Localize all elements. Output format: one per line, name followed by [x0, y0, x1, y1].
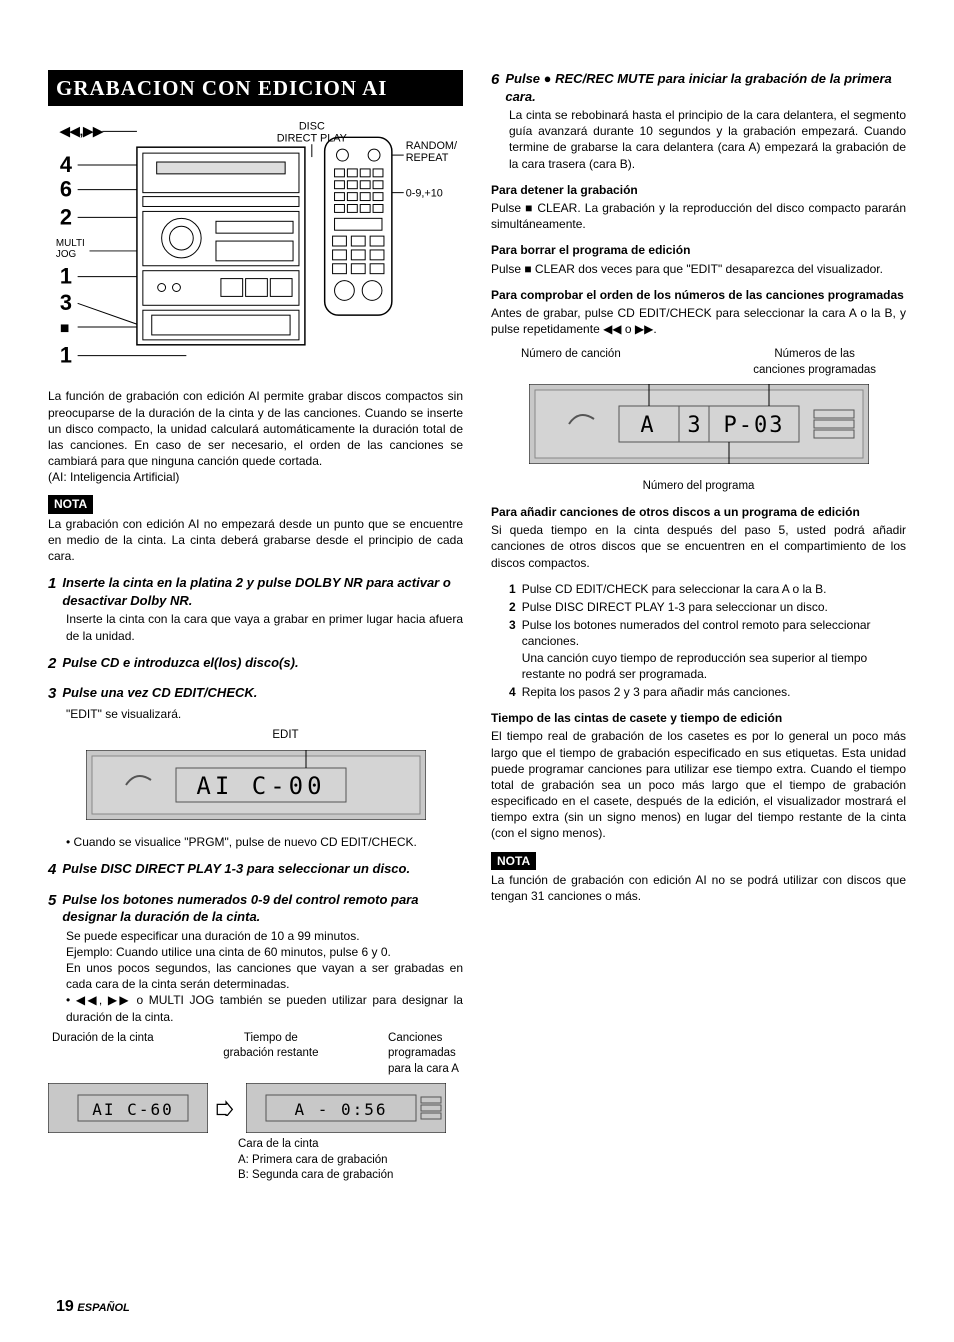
step-5-body1: Se puede especificar una duración de 10 …	[66, 928, 463, 993]
step-title: Pulse CD e introduzca el(los) disco(s).	[62, 654, 298, 672]
svg-text:◀◀,▶▶: ◀◀,▶▶	[59, 124, 104, 139]
step-num: 1	[48, 574, 56, 594]
svg-text:AI C-60: AI C-60	[92, 1100, 173, 1119]
step-3-note: • Cuando se visualice "PRGM", pulse de n…	[66, 834, 463, 850]
svg-text:RANDOM/: RANDOM/	[406, 141, 458, 153]
lbl-cara: Cara de la cinta	[238, 1137, 463, 1153]
li-3: 3Pulse los botones numerados del control…	[509, 617, 906, 682]
page-lang: ESPAÑOL	[77, 1302, 129, 1314]
nota-2-text: La función de grabación con edición AI n…	[491, 872, 906, 904]
svg-text:MULTI: MULTI	[56, 238, 85, 249]
li-4: 4Repita los pasos 2 y 3 para añadir más …	[509, 684, 906, 700]
lbl-cara-b: B: Segunda cara de grabación	[238, 1168, 463, 1184]
svg-text:P-03: P-03	[723, 413, 784, 438]
h-comprobar: Para comprobar el orden de los números d…	[491, 287, 906, 303]
lbl-canciones: Canciones programadas para la cara A	[388, 1031, 459, 1078]
svg-text:3: 3	[687, 413, 700, 438]
svg-text:DISC: DISC	[299, 121, 325, 133]
h-borrar: Para borrar el programa de edición	[491, 242, 906, 258]
page-footer: 19 ESPAÑOL	[56, 1296, 130, 1318]
svg-text:2: 2	[60, 205, 72, 230]
svg-text:DIRECT PLAY: DIRECT PLAY	[277, 133, 347, 145]
p-comprobar: Antes de grabar, pulse CD EDIT/CHECK par…	[491, 305, 906, 337]
step-body: Inserte la cinta con la cara que vaya a …	[66, 611, 463, 643]
p-borrar: Pulse ■ CLEAR dos veces para que "EDIT" …	[491, 261, 906, 277]
nota-1: NOTA La grabación con edición AI no empe…	[48, 495, 463, 564]
nota-1-text: La grabación con edición AI no empezará …	[48, 516, 463, 565]
nota-label: NOTA	[48, 495, 93, 513]
display-program: A 3 P-03	[529, 384, 869, 468]
svg-text:AI C-00: AI C-00	[196, 772, 325, 800]
li-1: 1Pulse CD EDIT/CHECK para seleccionar la…	[509, 581, 906, 597]
step-num: 5	[48, 891, 56, 911]
step-body: "EDIT" se visualizará.	[66, 706, 463, 722]
step-4: 4 Pulse DISC DIRECT PLAY 1-3 para selecci…	[48, 860, 463, 880]
svg-text:A - 0:56: A - 0:56	[294, 1100, 387, 1119]
p-tiempo: El tiempo real de grabación de los caset…	[491, 728, 906, 841]
h-detener: Para detener la grabación	[491, 182, 906, 198]
step-title: Inserte la cinta en la platina 2 y pulse…	[62, 574, 463, 609]
display-pair: AI C-60 A - 0:56	[48, 1083, 463, 1133]
edit-label: EDIT	[108, 728, 463, 744]
lbl-duracion: Duración de la cinta	[52, 1031, 154, 1078]
display-edit: AI C-00	[86, 750, 426, 824]
step-1: 1 Inserte la cinta en la platina 2 y puls…	[48, 574, 463, 643]
svg-text:REPEAT: REPEAT	[406, 152, 449, 164]
step-num: 6	[491, 70, 499, 90]
lbl-num-cancion: Número de canción	[521, 347, 621, 378]
p-anadir: Si queda tiempo en la cinta después del …	[491, 522, 906, 571]
lbl-cara-a: A: Primera cara de grabación	[238, 1153, 463, 1169]
step-5-body2: • ◀◀, ▶▶ o MULTI JOG también se pueden u…	[66, 992, 463, 1024]
svg-text:1: 1	[60, 264, 72, 289]
svg-text:1: 1	[60, 343, 72, 368]
step-num: 3	[48, 684, 56, 704]
lbl-tiempo: Tiempo de grabación restante	[223, 1031, 318, 1078]
svg-text:3: 3	[60, 291, 72, 316]
step-title: Pulse ● REC/REC MUTE para iniciar la gra…	[505, 70, 906, 105]
nota-2: NOTA La función de grabación con edición…	[491, 852, 906, 905]
svg-text:JOG: JOG	[56, 249, 76, 260]
p-detener: Pulse ■ CLEAR. La grabación y la reprodu…	[491, 200, 906, 232]
li-2: 2Pulse DISC DIRECT PLAY 1-3 para selecci…	[509, 599, 906, 615]
device-diagram: ◀◀,▶▶ 4 6 2 MULTI JOG 1 3 ■ 1	[48, 116, 463, 376]
step-title: Pulse DISC DIRECT PLAY 1-3 para seleccio…	[62, 860, 410, 878]
svg-text:0-9,+10: 0-9,+10	[406, 188, 443, 200]
intro-para: La función de grabación con edición AI p…	[48, 388, 463, 485]
step-num: 4	[48, 860, 56, 880]
h-anadir: Para añadir canciones de otros discos a …	[491, 504, 906, 520]
step-6: 6 Pulse ● REC/REC MUTE para iniciar la gr…	[491, 70, 906, 172]
svg-text:A: A	[640, 413, 653, 438]
step-num: 2	[48, 654, 56, 674]
page-number: 19	[56, 1298, 74, 1315]
h-tiempo: Tiempo de las cintas de casete y tiempo …	[491, 710, 906, 726]
lbl-num-programa: Número del programa	[491, 479, 906, 495]
lbl-nums-prog: Números de las canciones programadas	[753, 347, 876, 378]
step-5: 5 Pulse los botones numerados 0-9 del con…	[48, 891, 463, 1184]
step-title: Pulse los botones numerados 0-9 del cont…	[62, 891, 463, 926]
svg-text:6: 6	[60, 177, 72, 202]
step-title: Pulse una vez CD EDIT/CHECK.	[62, 684, 257, 702]
step-6-body: La cinta se rebobinará hasta el principi…	[509, 107, 906, 172]
step-3: 3 Pulse una vez CD EDIT/CHECK. "EDIT" se …	[48, 684, 463, 850]
svg-text:4: 4	[60, 152, 72, 177]
svg-text:■: ■	[60, 320, 70, 337]
section-title: GRABACION CON EDICION AI	[48, 70, 463, 106]
nota-label: NOTA	[491, 852, 536, 870]
step-2: 2 Pulse CD e introduzca el(los) disco(s).	[48, 654, 463, 674]
